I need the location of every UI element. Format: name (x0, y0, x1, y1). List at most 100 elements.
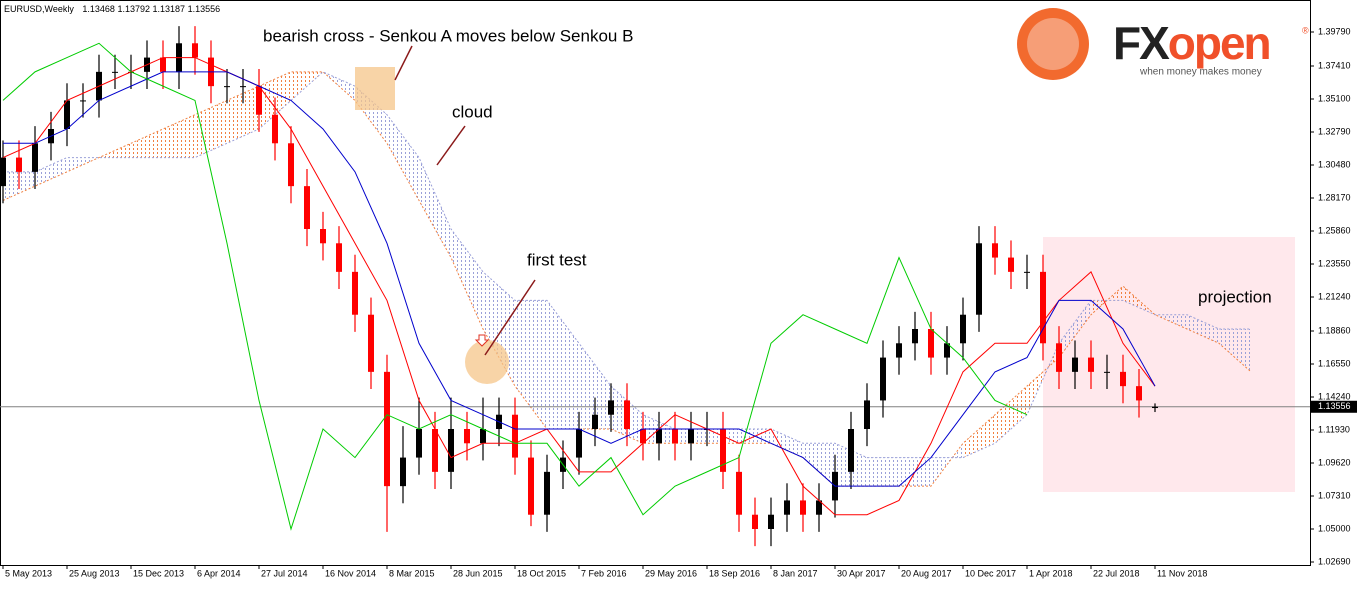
pointer (436, 125, 466, 166)
x-tick-label: 20 Aug 2017 (901, 568, 952, 578)
x-tick-label: 15 Dec 2013 (133, 568, 184, 578)
candle-body (1120, 371, 1126, 387)
cloud-segment (1059, 300, 1091, 358)
candle-body (944, 343, 950, 358)
cloud-segment (963, 414, 995, 458)
y-tick-label: 1.09620 (1318, 457, 1351, 467)
cloud-segment (995, 386, 1027, 444)
candle-body (800, 500, 806, 515)
cloud-segment (163, 114, 195, 158)
candle-body (816, 500, 822, 515)
open: 1.13468 (82, 4, 115, 14)
cross-highlight (355, 67, 395, 110)
y-tick-label: 1.32790 (1318, 126, 1351, 136)
candle-body (864, 400, 870, 429)
candle-body (512, 414, 518, 458)
candle-body (928, 329, 934, 358)
logo-text: FXopen (1113, 17, 1270, 69)
cloud-segment (867, 457, 899, 487)
logo: FXopen ® when money makes money (1017, 8, 1309, 80)
high: 1.13792 (117, 4, 150, 14)
candle-body (752, 514, 758, 529)
candle-body (1056, 343, 1062, 372)
close: 1.13556 (188, 4, 221, 14)
candle-body (640, 429, 646, 444)
current-price-label: 1.13556 (1318, 401, 1351, 411)
candle-body (224, 86, 230, 88)
pointer (394, 45, 413, 81)
candle-body (1136, 386, 1142, 401)
candle-body (656, 429, 662, 444)
y-tick-label: 1.14240 (1318, 391, 1351, 401)
indicator-line (2, 42, 1028, 531)
x-tick-label: 8 Mar 2015 (389, 568, 435, 578)
cloud-segment (131, 129, 163, 158)
annotation: cloud (452, 102, 493, 121)
cloud-segment (35, 157, 67, 187)
symbol: EURUSD,Weekly (4, 4, 74, 14)
candle-body (528, 457, 534, 515)
x-tick-label: 28 Jun 2015 (453, 568, 503, 578)
x-tick-label: 7 Feb 2016 (581, 568, 627, 578)
candle-body (608, 400, 614, 415)
x-tick-label: 5 May 2013 (5, 568, 52, 578)
x-tick-label: 6 Apr 2014 (197, 568, 241, 578)
x-tick-label: 8 Jan 2017 (773, 568, 818, 578)
projection-zone (1043, 237, 1295, 492)
indicator-line (3, 71, 1156, 487)
x-tick-label: 25 Aug 2013 (69, 568, 120, 578)
y-tick-label: 1.30480 (1318, 159, 1351, 169)
cloud-segment (1219, 329, 1251, 372)
candle-body (880, 357, 886, 401)
candle-body (336, 243, 342, 272)
plot-layer (0, 26, 1310, 547)
y-tick-label: 1.16550 (1318, 358, 1351, 368)
header: EURUSD,Weekly 1.13468 1.13792 1.13187 1.… (4, 4, 220, 14)
candle-body (720, 429, 726, 472)
y-tick-label: 1.21240 (1318, 291, 1351, 301)
candle-body (240, 86, 246, 88)
low: 1.13187 (153, 4, 186, 14)
cloud-segment (547, 300, 579, 429)
y-tick-label: 1.11930 (1318, 424, 1350, 434)
candle-body (592, 414, 598, 429)
candle-body (896, 343, 902, 358)
x-tick-label: 29 May 2016 (645, 568, 697, 578)
candle-body (304, 186, 310, 229)
candle-body (1152, 406, 1158, 409)
candle-body (112, 71, 118, 73)
logo-reg: ® (1302, 25, 1309, 35)
candle-body (64, 100, 70, 129)
annotation: projection (1198, 287, 1272, 306)
y-tick-label: 1.18860 (1318, 325, 1351, 335)
logo-tagline: when money makes money (1139, 67, 1262, 78)
y-tick-label: 1.39790 (1318, 26, 1351, 36)
cloud-segment (387, 114, 419, 201)
candle-body (768, 514, 774, 529)
pointer (484, 279, 536, 356)
cloud-segment (227, 86, 259, 144)
cloud-segment (1155, 314, 1187, 329)
candle-body (1008, 257, 1014, 272)
y-tick-label: 1.28170 (1318, 192, 1351, 202)
y-tick-label: 1.23550 (1318, 258, 1351, 268)
cloud-segment (195, 100, 227, 158)
candle-body (688, 429, 694, 444)
candle-body (912, 329, 918, 344)
cloud-segment (1187, 314, 1219, 344)
annotation: bearish cross - Senkou A moves below Sen… (263, 26, 633, 45)
candle-body (464, 429, 470, 444)
candle-body (32, 143, 38, 172)
x-tick-label: 18 Oct 2015 (517, 568, 566, 578)
candle-body (320, 229, 326, 244)
candle-body (1040, 271, 1046, 344)
candle-body (1024, 271, 1030, 273)
logo-emblem (1027, 18, 1079, 70)
candle-body (80, 100, 86, 102)
candle-body (624, 400, 630, 429)
y-tick-label: 1.02690 (1318, 556, 1351, 566)
cloud-segment (419, 157, 451, 258)
x-tick-label: 1 Apr 2018 (1029, 568, 1073, 578)
candle-body (368, 314, 374, 372)
